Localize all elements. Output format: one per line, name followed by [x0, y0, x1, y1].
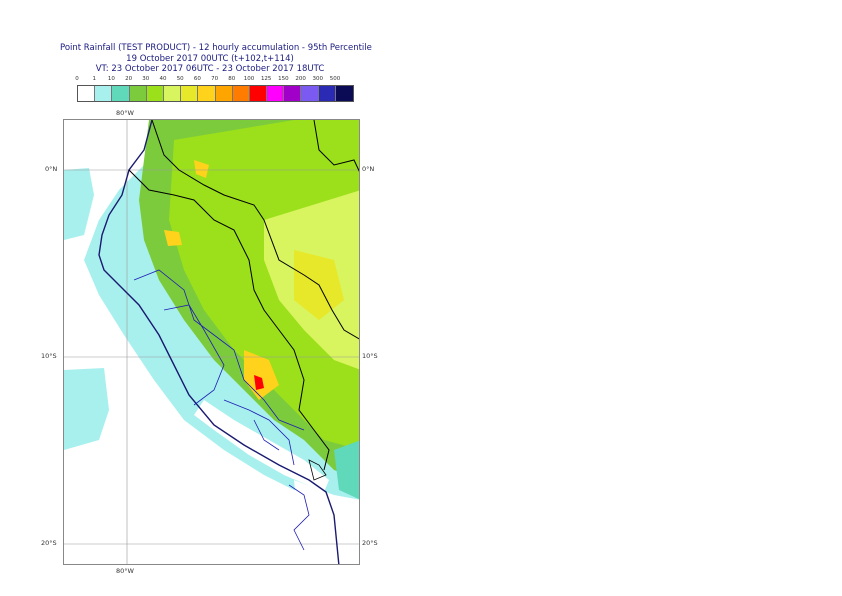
legend-swatch [232, 86, 250, 101]
legend-threshold-label: 10 [107, 76, 115, 82]
legend-threshold-label: 80 [228, 76, 236, 82]
legend-threshold-label: 100 [243, 76, 255, 82]
legend-threshold-label: 1 [92, 76, 96, 82]
title-line-2: 19 October 2017 00UTC (t+102,t+114) [126, 53, 294, 64]
lat-label-10s-right: 10°S [362, 352, 378, 360]
legend-swatch [284, 86, 302, 101]
legend-swatch [129, 86, 147, 101]
map-panel [63, 119, 360, 565]
legend-swatch [198, 86, 216, 101]
legend-threshold-label: 70 [211, 76, 219, 82]
legend-threshold-label: 200 [295, 76, 306, 82]
legend-threshold-label: 125 [260, 76, 272, 82]
lat-label-20s-left: 20°S [41, 539, 57, 547]
lat-label-20s-right: 20°S [362, 539, 378, 547]
legend-threshold-label: 0 [75, 76, 79, 82]
legend-swatch [301, 86, 319, 101]
legend-swatch [95, 86, 113, 101]
lat-label-0-right: 0°N [362, 165, 375, 173]
lat-label-10s-left: 10°S [41, 352, 57, 360]
legend-threshold-label: 50 [176, 76, 184, 82]
title-line-1: Point Rainfall (TEST PRODUCT) - 12 hourl… [60, 43, 372, 53]
legend-threshold-label: 20 [125, 76, 133, 82]
legend-threshold-label: 30 [142, 76, 150, 82]
legend-swatch [163, 86, 182, 101]
legend-threshold-label: 500 [329, 76, 341, 82]
legend-threshold-label: 60 [193, 76, 201, 82]
legend-swatch [249, 86, 268, 101]
legend-threshold-label: 300 [312, 76, 324, 82]
legend-threshold-label: 150 [278, 76, 289, 82]
lon-label-top: 80°W [116, 109, 134, 117]
legend-swatch [267, 86, 285, 101]
legend-swatch [181, 86, 199, 101]
title-line-3: VT: 23 October 2017 06UTC - 23 October 2… [95, 64, 325, 74]
chart-title: Point Rainfall (TEST PRODUCT) - 12 hourl… [60, 43, 372, 75]
legend-threshold-label: 40 [159, 76, 167, 82]
legend-swatch [335, 86, 353, 101]
lon-label-bottom: 80°W [116, 567, 134, 575]
rainfall-map [64, 120, 359, 564]
legend-threshold-labels: 0 1 10 20 30 40 50 60 70 80 100 125 150 200 300 500 [71, 76, 361, 85]
legend-swatch [78, 86, 96, 101]
color-legend [77, 85, 354, 102]
lat-label-0-left: 0°N [45, 165, 58, 173]
legend-swatch [112, 86, 130, 101]
legend-swatch [146, 86, 164, 101]
legend-swatch [318, 86, 336, 101]
legend-swatch [215, 86, 233, 101]
